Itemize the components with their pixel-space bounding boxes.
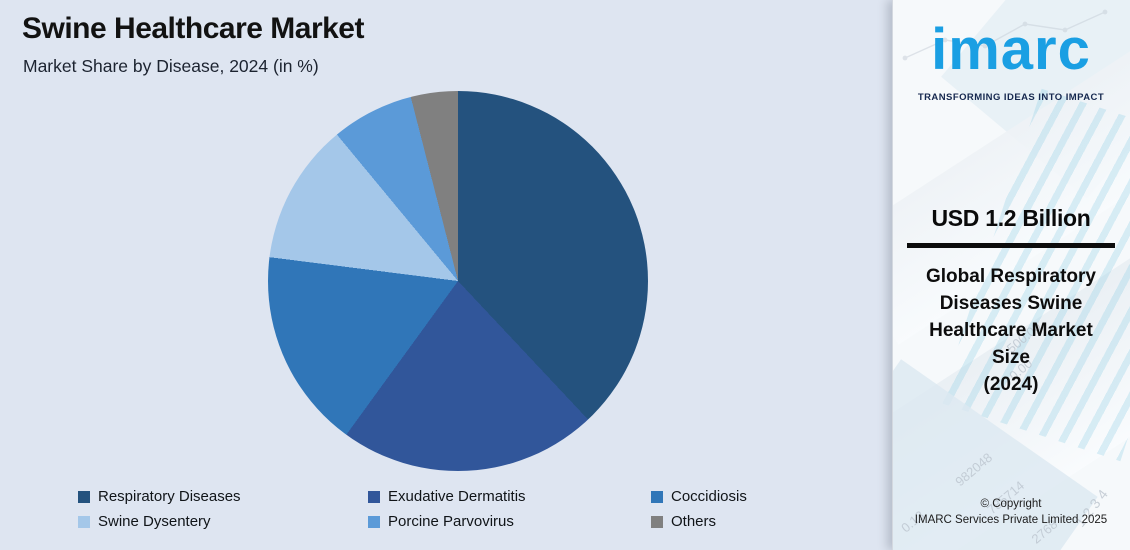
- legend-item-swine-dysentery: Swine Dysentery: [78, 513, 368, 530]
- legend-item-respiratory-diseases: Respiratory Diseases: [78, 488, 368, 505]
- legend-label: Coccidiosis: [671, 488, 747, 505]
- imarc-tagline: TRANSFORMING IDEAS INTO IMPACT: [917, 92, 1105, 103]
- market-size-stat: USD 1.2 Billion Global Respiratory Disea…: [907, 205, 1115, 398]
- copyright-notice: © Copyright IMARC Services Private Limit…: [892, 496, 1130, 528]
- legend-label: Exudative Dermatitis: [388, 488, 526, 505]
- legend-swatch-coccidiosis: [651, 490, 663, 503]
- page-title: Swine Healthcare Market: [22, 12, 364, 45]
- legend-item-porcine-parvovirus: Porcine Parvovirus: [368, 513, 651, 530]
- legend-label: Porcine Parvovirus: [388, 513, 514, 530]
- chart-legend: Respiratory Diseases Exudative Dermatiti…: [78, 488, 747, 530]
- panel-edge-divider: [892, 0, 893, 550]
- sparkline-decoration: [902, 9, 1108, 61]
- copyright-line1: © Copyright: [980, 498, 1042, 510]
- legend-label: Swine Dysentery: [98, 513, 211, 530]
- legend-item-others: Others: [651, 513, 747, 530]
- legend-swatch-porcine-parvovirus: [368, 515, 380, 528]
- legend-swatch-exudative-dermatitis: [368, 490, 380, 503]
- legend-swatch-swine-dysentery: [78, 515, 90, 528]
- copyright-line2: IMARC Services Private Limited 2025: [914, 514, 1108, 526]
- legend-label: Respiratory Diseases: [98, 488, 241, 505]
- imarc-logo: imarc: [931, 17, 1091, 82]
- legend-item-exudative-dermatitis: Exudative Dermatitis: [368, 488, 651, 505]
- stat-label: Global Respiratory Diseases Swine Health…: [926, 266, 1096, 395]
- chart-area: Swine Healthcare Market Market Share by …: [22, 12, 747, 530]
- page-subtitle: Market Share by Disease, 2024 (in %): [23, 56, 319, 76]
- pie-chart: [268, 91, 648, 471]
- legend-label: Others: [671, 513, 717, 530]
- stat-divider: [907, 243, 1115, 248]
- brand-panel: 982048 785714 0.13 2768 500.00 0.00 1 2 …: [892, 0, 1130, 550]
- watermark-number: 982048: [952, 449, 996, 490]
- legend-swatch-others: [651, 515, 663, 528]
- legend-swatch-respiratory-diseases: [78, 490, 90, 503]
- legend-item-coccidiosis: Coccidiosis: [651, 488, 747, 505]
- stat-value: USD 1.2 Billion: [931, 205, 1091, 231]
